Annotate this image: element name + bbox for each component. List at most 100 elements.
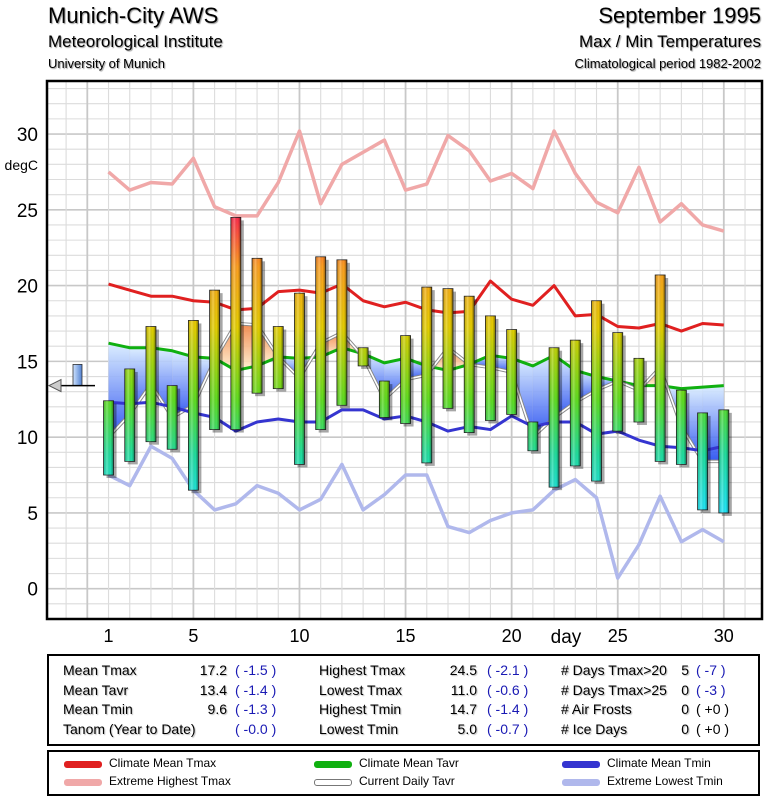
stat-label: Mean Tmin	[63, 701, 133, 717]
stat-anomaly: ( -1.3 )	[235, 701, 277, 717]
x-tick-label: 25	[608, 626, 628, 646]
stat-row: # Days Tmax>20 5 ( -7 )	[561, 662, 751, 682]
bar-highlight	[230, 217, 241, 430]
stat-label: Mean Tavr	[63, 681, 129, 698]
stat-anomaly: ( -0.6 )	[487, 681, 529, 698]
bar-highlight	[400, 335, 411, 424]
stat-value: 5	[681, 662, 689, 678]
chart-legend: Climate Mean Tmax Extreme Highest Tmax Cli…	[47, 750, 760, 796]
x-tick-label: 1	[104, 626, 114, 646]
stat-row: Lowest Tmin 5.0 ( -0.7 )	[319, 721, 549, 741]
x-tick-label: 5	[188, 626, 198, 646]
bar-highlight	[591, 300, 602, 482]
station-title: Munich-City AWS	[48, 3, 219, 28]
legend-swatch	[314, 761, 352, 768]
bar-highlight	[273, 326, 284, 389]
stat-label: # Air Frosts	[561, 701, 632, 717]
legend-label: Extreme Highest Tmax	[109, 774, 231, 788]
bar-highlight	[336, 259, 347, 406]
bar-highlight	[252, 258, 263, 394]
x-tick-label: 15	[396, 626, 416, 646]
extreme-lowest-tmin-line	[107, 444, 725, 580]
plot-frame	[45, 79, 764, 621]
y-tick-label: 20	[17, 277, 38, 298]
y-tick-label: 5	[27, 504, 38, 525]
legend-label: Climate Mean Tmin	[607, 756, 711, 770]
stat-label: Mean Tmax	[63, 662, 137, 678]
stat-anomaly: ( -1.4 )	[235, 681, 277, 698]
bar-highlight	[633, 358, 644, 422]
y-tick-label: 30	[17, 125, 38, 146]
stat-value: 17.2	[199, 662, 227, 678]
bar-highlight	[167, 385, 178, 450]
bar-highlight	[718, 409, 729, 513]
bar-highlight	[549, 347, 560, 488]
stat-value: 9.6	[207, 701, 227, 717]
ytd-arrow-icon	[47, 378, 62, 393]
bar-highlight	[485, 315, 496, 421]
bar-highlight	[655, 274, 666, 462]
bar-highlight	[676, 390, 687, 465]
x-tick-label: 20	[502, 626, 522, 646]
statistics-panel: Mean Tmax 17.2 ( -1.5 ) Mean Tavr 13.4 ( -1.4…	[47, 654, 760, 746]
bar-highlight	[294, 293, 305, 465]
y-tick-label: 10	[17, 428, 38, 449]
stat-value: 13.4	[199, 681, 227, 698]
legend-label: Extreme Lowest Tmin	[607, 774, 723, 788]
legend-swatch	[64, 761, 102, 768]
stat-anomaly: ( -1.5 )	[235, 662, 277, 678]
bar-highlight	[506, 329, 517, 415]
stat-anomaly: ( +0 )	[696, 701, 730, 717]
stat-row: # Days Tmax>25 0 ( -3 )	[561, 682, 751, 702]
extreme-highest-tmax-line	[107, 129, 725, 233]
stat-value: 5.0	[457, 720, 477, 737]
bar-highlight	[421, 287, 432, 463]
bar-highlight	[697, 412, 708, 510]
ytd-bar	[72, 363, 83, 387]
x-tick-label: 30	[714, 626, 734, 646]
institute-title: Meteorological Institute	[48, 32, 223, 51]
stat-value: 14.7	[449, 701, 477, 717]
stat-label: Lowest Tmax	[319, 681, 402, 698]
stat-anomaly: ( -2.1 )	[487, 662, 529, 678]
bar-highlight	[188, 320, 199, 491]
stat-anomaly: ( -1.4 )	[487, 701, 529, 717]
y-axis-label: degC	[5, 157, 38, 173]
stat-row: Lowest Tmax 11.0 ( -0.6 )	[319, 682, 549, 702]
y-tick-label: 25	[17, 201, 38, 222]
legend-swatch	[64, 779, 102, 786]
stat-label: # Days Tmax>20	[561, 662, 667, 678]
stat-row: # Ice Days 0 ( +0 )	[561, 721, 751, 741]
stat-anomaly: ( +0 )	[696, 720, 730, 737]
y-tick-label: 0	[27, 580, 38, 601]
bar-highlight	[145, 326, 156, 442]
bar-highlight	[103, 400, 114, 476]
bar-highlight	[379, 381, 390, 418]
bar-highlight	[570, 340, 581, 466]
bar-highlight	[527, 421, 538, 451]
stat-label: Lowest Tmin	[319, 720, 399, 737]
legend-swatch	[562, 761, 600, 768]
legend-label: Climate Mean Tmax	[109, 756, 217, 770]
climate-period-title: Climatological period 1982-2002	[574, 56, 761, 71]
stat-value: 11.0	[450, 681, 477, 698]
stat-row: Highest Tmax 24.5 ( -2.1 )	[319, 662, 549, 682]
bar-highlight	[209, 290, 220, 430]
legend-swatch	[562, 779, 600, 786]
bar-highlight	[464, 296, 475, 433]
legend-swatch	[314, 779, 352, 786]
stat-label: Highest Tmax	[319, 662, 406, 678]
stat-anomaly: ( -7 )	[696, 662, 726, 678]
stat-row: Mean Tmin 9.6 ( -1.3 )	[63, 701, 293, 721]
bar-highlight	[358, 347, 369, 366]
stat-value: 0	[681, 701, 689, 717]
stat-label: Tanom (Year to Date)	[63, 720, 196, 737]
legend-label: Climate Mean Tavr	[359, 756, 459, 770]
stat-row: Mean Tavr 13.4 ( -1.4 )	[63, 682, 293, 702]
year-to-date-indicator	[47, 363, 95, 393]
x-axis-ticks: 1 5 10 15 20 25 30	[104, 626, 734, 646]
stat-value: 0	[681, 720, 689, 737]
y-tick-label: 15	[17, 352, 38, 373]
stat-row: Mean Tmax 17.2 ( -1.5 )	[63, 662, 293, 682]
stat-value: 24.5	[449, 662, 477, 678]
